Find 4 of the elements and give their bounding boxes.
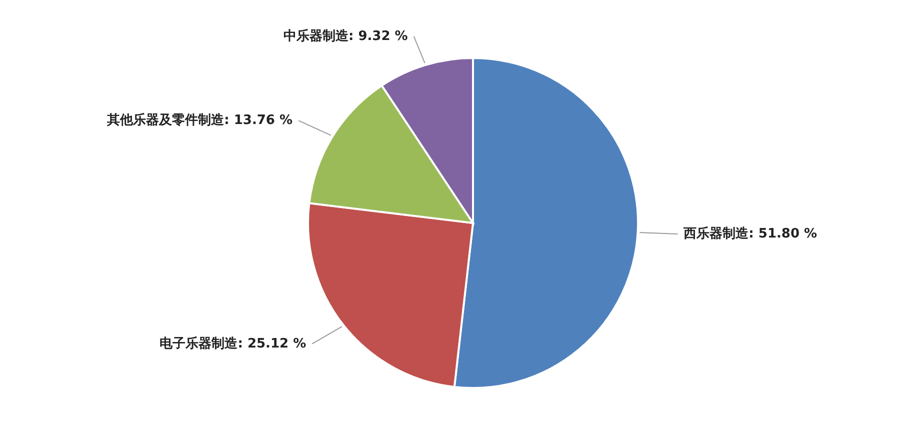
slice-label: 电子乐器制造: 25.12 % [160, 335, 306, 352]
slice-label: 中乐器制造: 9.32 % [283, 28, 408, 44]
slice-label: 其他乐器及零件制造: 13.76 % [106, 112, 293, 128]
slice-label: 西乐器制造: 51.80 % [682, 226, 818, 242]
